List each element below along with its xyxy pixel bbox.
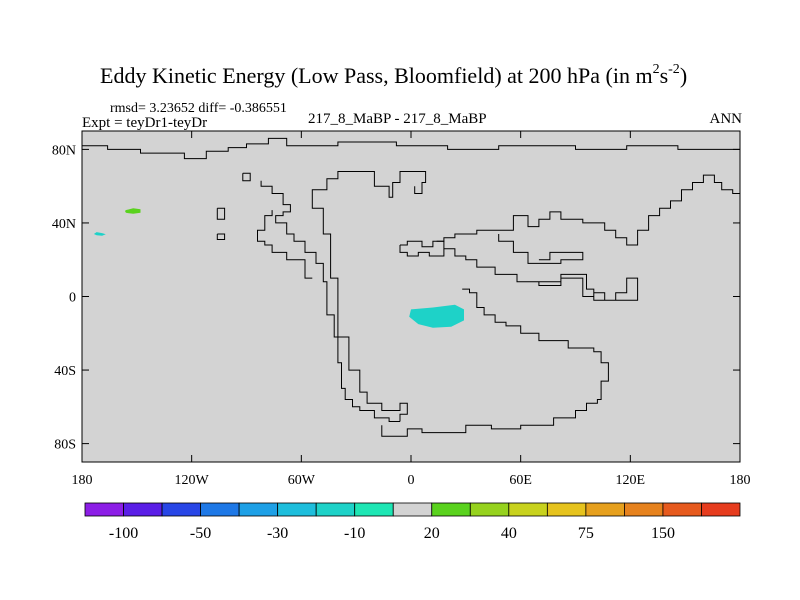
x-tick-label: 120E <box>616 473 646 488</box>
outline-central-inner-loop <box>436 240 639 301</box>
stats-label: rmsd= 3.23652 diff= -0.386551 <box>110 101 287 116</box>
colorbar-swatch <box>431 502 471 517</box>
colorbar-swatch <box>624 502 664 517</box>
colorbar-swatch <box>354 502 394 517</box>
chart-title-main: Eddy Kinetic Energy (Low Pass, Bloomfiel… <box>100 63 653 88</box>
outline-eurasia-inner-coast <box>311 171 427 422</box>
colorbar-swatch <box>315 502 356 517</box>
colorbar-label: 40 <box>501 525 517 542</box>
outline-north-america <box>260 180 400 422</box>
pacific-cyan-blob <box>93 232 106 236</box>
experiment-label: Expt = teyDr1-teyDr <box>82 115 207 131</box>
colorbar-label: -50 <box>190 525 211 542</box>
colorbar-swatch <box>161 502 201 517</box>
outline-western-island-a <box>216 207 226 220</box>
case-label: 217_8_MaBP - 217_8_MaBP <box>308 111 487 127</box>
colorbar-swatch <box>585 502 625 517</box>
outline-southern-continent <box>381 288 609 437</box>
colorbar-swatch <box>84 502 124 517</box>
chart-title-sup1: 2 <box>653 62 660 77</box>
colorbar-swatch <box>701 502 741 517</box>
colorbar-label: -100 <box>109 525 138 542</box>
x-tick-label: 180 <box>72 473 93 488</box>
outline-central-landmass <box>400 174 740 248</box>
season-label: ANN <box>710 111 743 127</box>
colorbar-swatch <box>662 502 702 517</box>
colorbar-swatch <box>469 502 510 517</box>
south-atlantic-cyan-blob <box>409 304 464 328</box>
colorbar-swatch <box>200 502 240 517</box>
outline-cuba-island <box>242 172 251 182</box>
y-tick-label: 80S <box>54 438 76 453</box>
map-plot-area <box>82 131 740 462</box>
chart-title-mid: s <box>660 63 669 88</box>
x-tick-label: 180 <box>730 473 751 488</box>
colorbar-swatch <box>123 502 163 517</box>
colorbar-label: -10 <box>344 525 365 542</box>
x-tick-label: 60E <box>509 473 532 488</box>
colorbar-label: 20 <box>424 525 440 542</box>
colorbar-swatch <box>546 502 587 517</box>
colorbar-label: -30 <box>267 525 288 542</box>
chart-title-sup2: -2 <box>668 62 680 77</box>
colorbar-swatch <box>238 502 279 517</box>
x-tick-label: 60W <box>288 473 316 488</box>
y-tick-label: 40N <box>52 217 76 232</box>
colorbar-swatch <box>277 502 317 517</box>
y-tick-label: 80N <box>52 143 76 158</box>
colorbar-swatch <box>392 502 433 517</box>
y-tick-label: 0 <box>69 291 76 306</box>
chart-title-close: ) <box>680 63 687 88</box>
chart-title: Eddy Kinetic Energy (Low Pass, Bloomfiel… <box>100 62 687 88</box>
x-tick-label: 120W <box>175 473 210 488</box>
y-tick-label: 40S <box>54 364 76 379</box>
outline-east-arm <box>498 234 584 264</box>
x-tick-label: 0 <box>408 473 415 488</box>
colorbar-label: 150 <box>651 525 675 542</box>
outline-coast-60w <box>257 210 313 279</box>
outline-west-arm <box>399 245 445 257</box>
colorbar-swatch <box>508 502 548 517</box>
colorbar-label: 75 <box>578 525 594 542</box>
outline-western-island-b <box>216 233 226 240</box>
outline-northern-coastline <box>82 137 740 160</box>
pacific-green-blob <box>125 208 141 214</box>
